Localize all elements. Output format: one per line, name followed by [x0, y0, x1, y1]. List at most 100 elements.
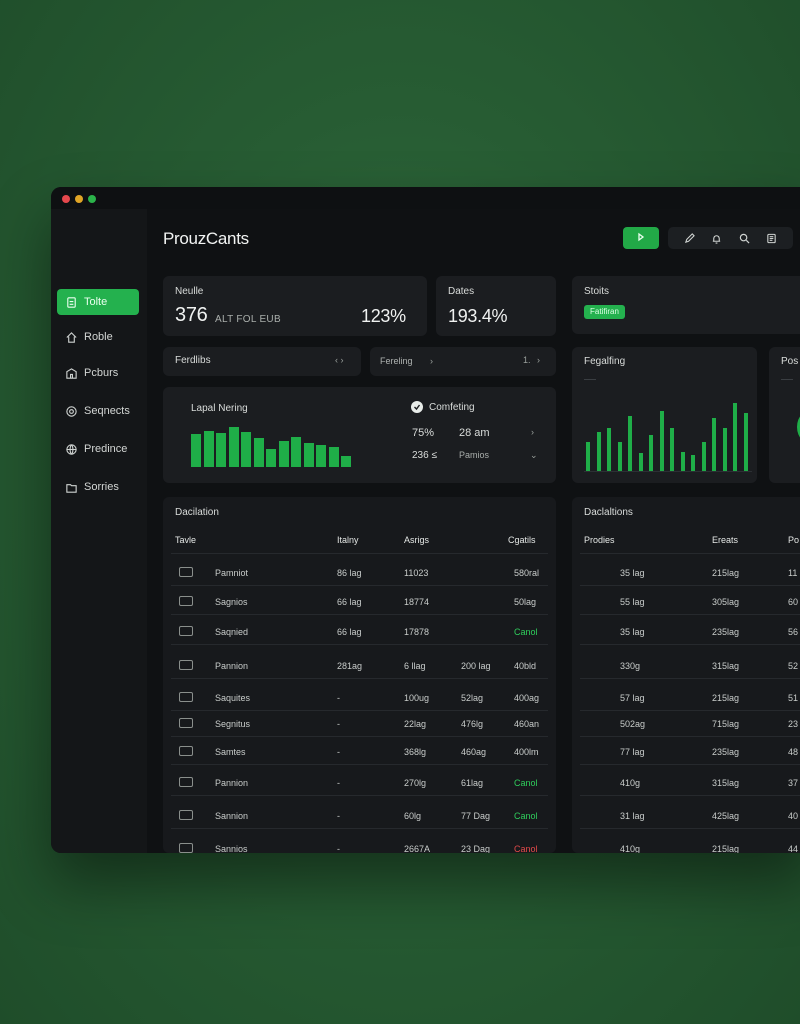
table-daclaltions: Daclaltions Prodies Ereats Po 35 lag 215l… [572, 497, 800, 853]
row-icon [179, 567, 193, 577]
primary-action-button[interactable] [623, 227, 659, 249]
bell-icon[interactable] [710, 231, 724, 245]
chart-baseline [584, 471, 752, 472]
chart-bar [266, 449, 276, 467]
chevron-right-icon[interactable]: › [537, 355, 540, 365]
maximize-window-button[interactable] [88, 195, 96, 203]
table-cell: 51 [788, 693, 799, 703]
chart-bar [659, 411, 664, 471]
stat-label: Neulle [175, 286, 204, 297]
sidebar-item-2[interactable]: Pcburs [57, 360, 139, 386]
chevron-right-icon[interactable]: › [531, 427, 534, 437]
legend-title: Comfeting [429, 402, 475, 413]
row-icon [179, 626, 193, 636]
table-cell: 460ag [461, 747, 487, 757]
table-cell: Pannion [215, 778, 249, 788]
column-header[interactable]: Po [788, 535, 800, 545]
table-cell: 200 lag [461, 661, 491, 671]
table-cell: 66 lag [337, 597, 362, 607]
table-cell: Canol [514, 844, 538, 853]
sidebar-item-3[interactable]: Seqnects [57, 398, 139, 424]
table-cell: Canol [514, 627, 538, 637]
chevron-down-icon[interactable]: ⌄ [530, 450, 538, 460]
column-header[interactable]: Asrigs [404, 535, 430, 545]
sidebar: Tolte Roble Pcburs Seqnects Predince Sor… [51, 209, 147, 853]
chart-title: Lapal Nering [191, 403, 248, 414]
chart-bar [617, 442, 622, 471]
column-header[interactable]: Prodies [584, 535, 615, 545]
column-header[interactable]: Italny [337, 535, 359, 545]
minimize-window-button[interactable] [75, 195, 83, 203]
table-cell: 61lag [461, 778, 484, 788]
check-icon [411, 401, 423, 413]
table-cell: Canol [514, 778, 538, 788]
filter-label: Fereling [380, 356, 413, 366]
row-icon [179, 843, 193, 853]
divider [580, 828, 800, 829]
filter-label: Ferdlibs [175, 355, 211, 366]
divider [781, 379, 793, 380]
table-cell: 425lag [712, 811, 740, 821]
table-cell: Sagnios [215, 597, 248, 607]
sidebar-item-label: Sorries [84, 481, 119, 493]
sidebar-item-1[interactable]: Roble [57, 324, 139, 350]
table-cell: - [337, 778, 340, 788]
page-indicator: 1. [523, 355, 531, 365]
chart-bar [722, 428, 727, 471]
column-header[interactable]: Ereats [712, 535, 739, 545]
table-cell: 215lag [712, 568, 740, 578]
row-icon [179, 777, 193, 787]
sidebar-item-0[interactable]: Tolte [57, 289, 139, 315]
chart-bar [228, 426, 239, 467]
sidebar-item-label: Roble [84, 331, 113, 343]
table-cell: 60 [788, 597, 799, 607]
column-header[interactable]: Tavle [175, 535, 197, 545]
table-cell: - [337, 747, 340, 757]
filter-ferdlibs[interactable]: Ferdlibs ‹ › [163, 347, 361, 376]
play-icon [636, 229, 646, 247]
table-cell: 400ag [514, 693, 540, 703]
table-cell: 305lag [712, 597, 740, 607]
search-icon[interactable] [737, 231, 751, 245]
table-cell: 77 Dag [461, 811, 491, 821]
column-header[interactable]: Cgatils [508, 535, 536, 545]
legend-row2-a: 236 ≤ [412, 450, 437, 461]
table-cell: 60lg [404, 811, 422, 821]
bar-chart [191, 423, 351, 467]
chart-bar [203, 430, 214, 467]
main-content: ProuzCants Neulle 376 ALT FOL EUB 123% D… [147, 209, 800, 853]
edit-icon[interactable] [683, 231, 697, 245]
table-cell: 17878 [404, 627, 430, 637]
document-icon[interactable] [764, 231, 778, 245]
chevron-pair-icon[interactable]: ‹ › [335, 355, 344, 365]
table-cell: 410g [620, 844, 641, 853]
sidebar-item-4[interactable]: Predince [57, 436, 139, 462]
row-icon [179, 746, 193, 756]
chart-bar [649, 434, 653, 471]
table-cell: 235lag [712, 627, 740, 637]
chart-bar [701, 442, 706, 471]
globe-icon [65, 443, 78, 456]
divider [171, 585, 548, 586]
divider [171, 614, 548, 615]
legend-row2-b: Pamios [459, 450, 490, 460]
chart-bar [596, 432, 601, 471]
filter-fereling[interactable]: Fereling › 1. › [370, 347, 556, 376]
chart-card-fegalfing: Fegalfing [572, 347, 757, 483]
close-window-button[interactable] [62, 195, 70, 203]
sidebar-item-label: Predince [84, 443, 128, 455]
table-cell: Saquites [215, 693, 251, 703]
table-cell: Pannion [215, 661, 249, 671]
table-cell: 400lm [514, 747, 539, 757]
chart-card-lapal: Lapal Nering Comfeting 75% 28 am › 236 ≤… [163, 387, 556, 483]
table-cell: 235lag [712, 747, 740, 757]
chart-bar [216, 432, 226, 467]
stat-card-dates: Dates 193.4% [436, 276, 556, 336]
table-cell: 281ag [337, 661, 363, 671]
stat-card-stoits: Stoits Fatifiran [572, 276, 800, 334]
divider [580, 795, 800, 796]
sidebar-item-5[interactable]: Sorries [57, 474, 139, 500]
chart-bar [316, 445, 326, 467]
divider [171, 736, 548, 737]
divider [171, 828, 548, 829]
